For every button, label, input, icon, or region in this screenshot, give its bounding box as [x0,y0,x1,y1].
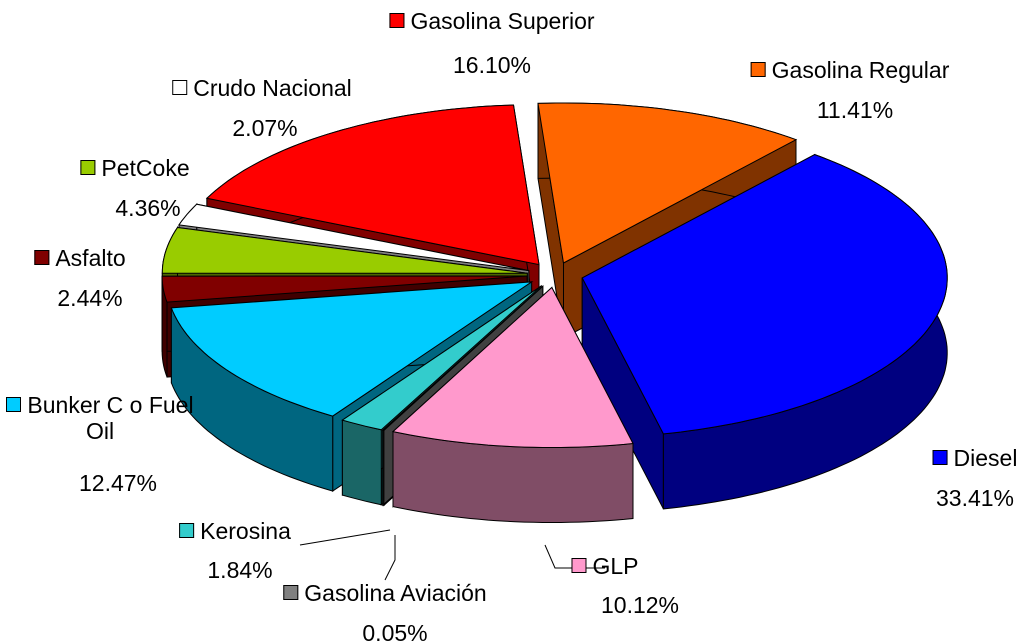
value-label: 1.84% [207,557,273,583]
legend-swatch [172,80,188,96]
value-label: 16.10% [452,52,532,78]
value-label: 0.05% [362,620,428,644]
legend-swatch [179,523,195,539]
slice [381,285,544,431]
slice-label: Bunker C o Fuel Oil [0,392,205,444]
slice [581,154,948,435]
leader-line [299,529,391,546]
value-label: 10.12% [600,592,680,618]
slice [205,104,540,266]
slice-label: Kerosina [179,518,291,544]
slice-label: Asfalto [34,245,126,271]
category-label: Bunker C o Fuel Oil [27,392,194,444]
slice-label: Diesel [932,445,1018,471]
legend-swatch [283,585,299,601]
slice [178,203,529,272]
legend-swatch [389,13,405,29]
slice-label: GLP [571,553,639,579]
value-label: 2.07% [232,115,298,141]
legend-swatch [571,558,587,574]
category-label: Kerosina [200,518,291,544]
slice-label: PetCoke [80,155,190,181]
slice [391,286,634,448]
category-label: Diesel [953,445,1018,471]
slice [341,285,542,431]
legend-swatch [34,250,50,266]
value-label: 4.36% [115,195,181,221]
legend-swatch [932,450,948,466]
slice [170,281,534,417]
category-label: Asfalto [55,245,126,271]
slice-label: Gasolina Regular [750,57,950,83]
value-label: 33.41% [935,485,1015,511]
category-label: Gasolina Superior [410,8,595,34]
value-label: 2.44% [57,285,123,311]
category-label: Gasolina Regular [771,57,950,83]
category-label: GLP [592,553,639,579]
slice-label: Gasolina Aviación [283,580,487,606]
category-label: PetCoke [101,155,190,181]
slice [161,226,528,274]
legend-swatch [80,160,96,176]
slice-wall [382,429,385,507]
slice-label: Crudo Nacional [172,75,352,101]
legend-swatch [750,62,766,78]
leader-line [544,544,605,569]
legend-swatch [6,397,22,413]
slice [537,102,798,264]
value-label: 12.47% [78,470,158,496]
value-label: 11.41% [816,97,894,123]
category-label: Crudo Nacional [193,75,352,101]
slice-label: Gasolina Superior [389,8,595,34]
leader-line [384,535,396,581]
slice [161,275,528,303]
pie-tops [161,102,948,448]
slice-wall [341,419,382,506]
category-label: Gasolina Aviación [304,580,487,606]
